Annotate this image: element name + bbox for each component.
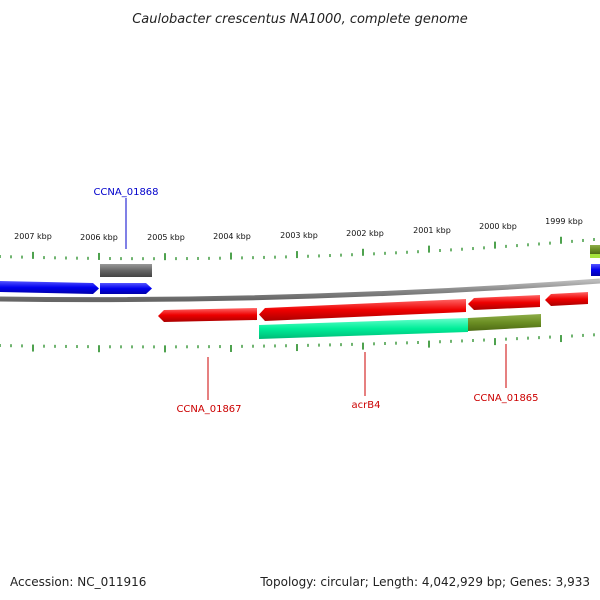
kbp-label-2003: 2003 kbp <box>280 231 318 240</box>
label-ccna-01868[interactable]: CCNA_01868 <box>93 187 158 198</box>
map-title: Caulobacter crescentus NA1000, complete … <box>132 12 468 27</box>
kbp-label-2000: 2000 kbp <box>479 222 517 231</box>
label-ccna-01867[interactable]: CCNA_01867 <box>176 404 241 415</box>
gene-forward-right-blue[interactable] <box>591 264 600 276</box>
feature-ccna-01865-track[interactable] <box>468 314 541 331</box>
gene-forward-right-lime[interactable] <box>590 254 600 258</box>
pseudo-feature[interactable] <box>100 264 152 277</box>
gene-ccna-01867[interactable] <box>158 308 257 322</box>
footer-summary: Topology: circular; Length: 4,042,929 bp… <box>259 575 590 589</box>
label-ccna-01865[interactable]: CCNA_01865 <box>473 393 538 404</box>
gene-acrb4[interactable] <box>259 299 466 321</box>
feature-acrb4-track[interactable] <box>259 318 468 339</box>
kbp-label-2004: 2004 kbp <box>213 232 251 241</box>
kbp-label-2007: 2007 kbp <box>14 232 52 241</box>
genome-backbone <box>0 278 600 303</box>
kbp-label-2006: 2006 kbp <box>80 233 118 242</box>
kbp-label-2002: 2002 kbp <box>346 229 384 238</box>
gene-reverse-right[interactable] <box>545 292 588 306</box>
kbp-label-1999: 1999 kbp <box>545 217 583 226</box>
inner-ruler <box>0 333 595 353</box>
kbp-label-2005: 2005 kbp <box>147 233 185 242</box>
label-acrb4[interactable]: acrB4 <box>352 400 381 411</box>
gene-forward-right-olive[interactable] <box>590 245 600 254</box>
gene-ccna-01865[interactable] <box>468 295 540 310</box>
footer-accession: Accession: NC_011916 <box>10 575 146 589</box>
kbp-labels: 2007 kbp 2006 kbp 2005 kbp 2004 kbp 2003… <box>14 217 583 242</box>
gene-ccna-01868[interactable] <box>100 283 152 294</box>
gene-forward-left[interactable] <box>0 281 99 294</box>
outer-ruler <box>0 236 595 261</box>
kbp-label-2001: 2001 kbp <box>413 226 451 235</box>
